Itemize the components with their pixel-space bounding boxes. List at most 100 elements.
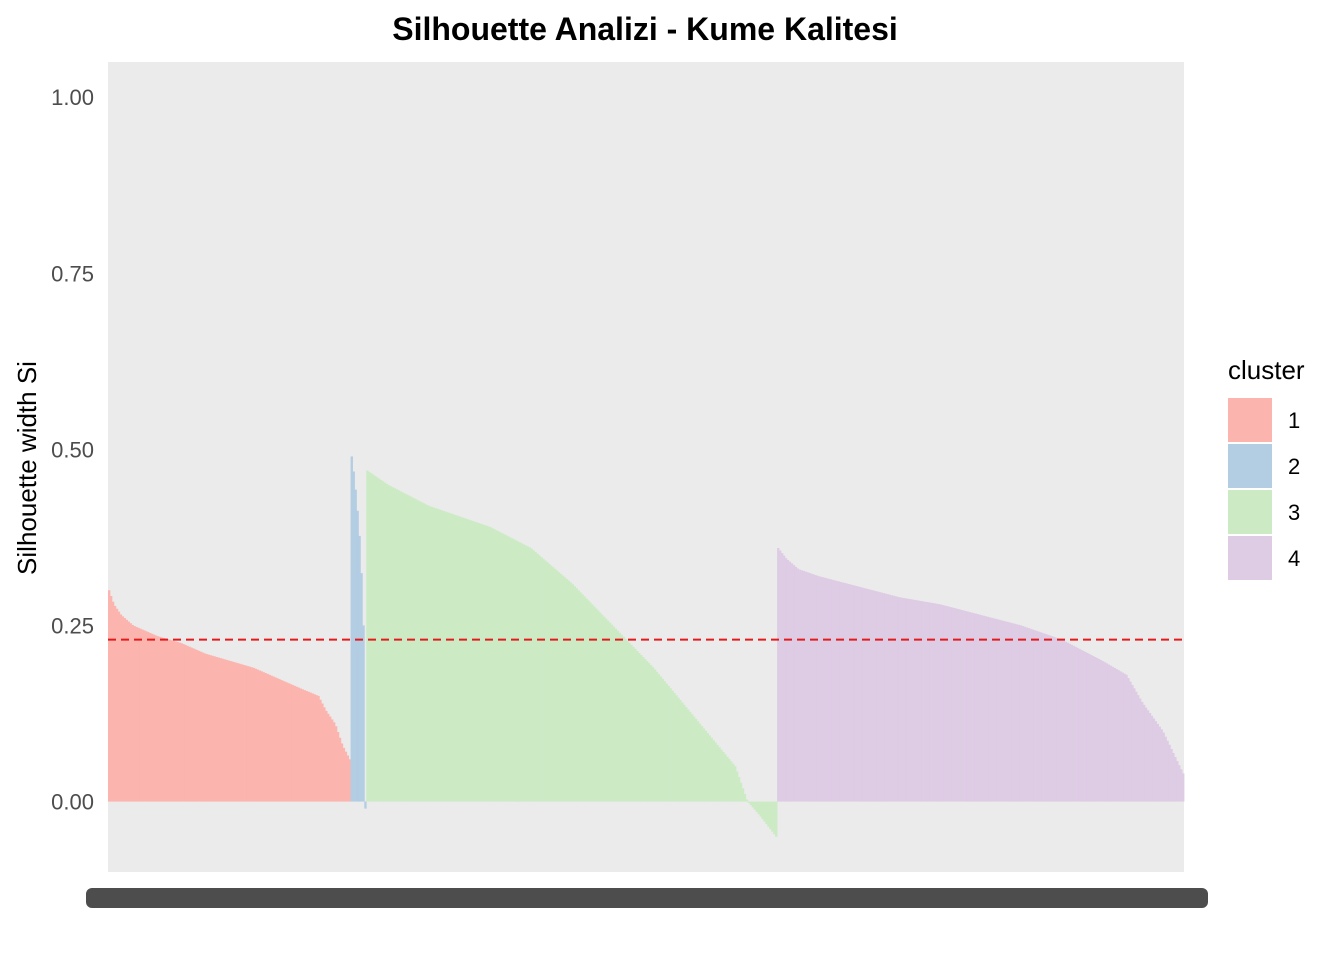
silhouette-bar-cluster-3 (536, 553, 539, 802)
silhouette-bar-cluster-4 (1047, 634, 1050, 802)
silhouette-bar-cluster-2 (364, 801, 367, 809)
silhouette-bar-cluster-1 (137, 627, 140, 802)
silhouette-bar-cluster-3 (741, 788, 745, 802)
silhouette-bar-cluster-1 (260, 671, 263, 802)
silhouette-bar-cluster-4 (1162, 732, 1165, 802)
silhouette-bar-cluster-3 (528, 547, 531, 802)
silhouette-bar-cluster-1 (233, 662, 236, 802)
silhouette-bar-cluster-4 (1023, 626, 1026, 802)
silhouette-bar-cluster-4 (1101, 661, 1105, 802)
silhouette-bar-cluster-1 (201, 652, 205, 802)
silhouette-bar-cluster-3 (702, 728, 706, 802)
silhouette-bar-cluster-4 (939, 604, 942, 802)
silhouette-bar-cluster-4 (863, 588, 866, 802)
silhouette-bar-cluster-1 (172, 640, 175, 802)
silhouette-bar-cluster-4 (888, 594, 891, 802)
silhouette-bar-cluster-4 (1127, 678, 1130, 802)
silhouette-bar-cluster-3 (714, 742, 717, 802)
silhouette-bar-cluster-4 (825, 578, 829, 802)
silhouette-bar-cluster-3 (450, 513, 453, 802)
silhouette-bar-cluster-4 (1168, 744, 1171, 802)
silhouette-bar-cluster-3 (743, 793, 747, 802)
silhouette-bar-cluster-4 (1150, 715, 1154, 802)
silhouette-bar-cluster-4 (1131, 684, 1134, 802)
silhouette-bar-cluster-4 (947, 606, 950, 802)
silhouette-bar-cluster-3 (673, 692, 676, 802)
silhouette-bar-cluster-3 (612, 626, 616, 802)
silhouette-bar-cluster-4 (851, 585, 854, 802)
silhouette-bar-cluster-3 (687, 709, 690, 802)
silhouette-bar-cluster-1 (139, 628, 142, 802)
silhouette-bar-cluster-3 (577, 590, 580, 802)
silhouette-bar-cluster-4 (790, 563, 794, 802)
silhouette-bar-cluster-3 (542, 558, 545, 802)
silhouette-bar-cluster-4 (1058, 638, 1062, 802)
silhouette-bar-cluster-3 (753, 801, 756, 810)
silhouette-bar-cluster-4 (998, 619, 1001, 802)
silhouette-bar-cluster-3 (710, 737, 713, 802)
silhouette-bar-cluster-4 (810, 573, 813, 802)
silhouette-bar-cluster-4 (780, 553, 784, 802)
silhouette-bar-cluster-1 (241, 664, 244, 802)
silhouette-bar-cluster-3 (642, 657, 645, 802)
silhouette-bar-cluster-1 (188, 646, 191, 802)
silhouette-bar-cluster-3 (444, 511, 447, 802)
silhouette-bar-cluster-3 (698, 723, 702, 802)
silhouette-bar-cluster-4 (1021, 626, 1024, 802)
silhouette-bar-cluster-3 (606, 620, 610, 802)
silhouette-bar-cluster-1 (313, 694, 316, 802)
silhouette-bar-cluster-1 (244, 665, 248, 802)
silhouette-bar-cluster-4 (1084, 651, 1087, 802)
silhouette-bar-cluster-2 (356, 510, 359, 802)
silhouette-bar-cluster-1 (113, 605, 117, 802)
silhouette-bar-cluster-3 (383, 482, 387, 802)
silhouette-bar-cluster-1 (153, 634, 156, 802)
silhouette-bar-cluster-3 (518, 542, 522, 802)
silhouette-bar-cluster-4 (1142, 704, 1146, 802)
silhouette-bar-cluster-3 (413, 498, 416, 802)
silhouette-bar-cluster-4 (1056, 638, 1060, 802)
silhouette-bar-cluster-4 (1015, 624, 1019, 802)
silhouette-bar-cluster-4 (955, 608, 958, 802)
silhouette-bar-cluster-4 (861, 587, 864, 802)
silhouette-bar-cluster-3 (640, 655, 643, 802)
silhouette-bar-cluster-3 (679, 700, 682, 802)
silhouette-bar-cluster-1 (252, 667, 256, 802)
silhouette-bar-cluster-1 (340, 743, 344, 802)
silhouette-bar-cluster-3 (538, 555, 541, 802)
silhouette-bar-cluster-4 (839, 581, 843, 802)
silhouette-bar-cluster-4 (1074, 646, 1077, 802)
silhouette-bar-cluster-3 (599, 612, 602, 802)
silhouette-bar-cluster-4 (1005, 621, 1009, 802)
silhouette-bar-cluster-1 (254, 668, 258, 802)
silhouette-bar-cluster-3 (557, 572, 561, 802)
silhouette-bar-cluster-4 (1062, 640, 1066, 802)
silhouette-bar-cluster-1 (209, 655, 213, 802)
silhouette-bar-cluster-3 (417, 500, 420, 802)
silhouette-bar-cluster-3 (422, 503, 426, 802)
silhouette-bar-cluster-4 (1174, 757, 1177, 802)
silhouette-bar-cluster-3 (618, 632, 621, 802)
silhouette-bar-cluster-4 (1066, 642, 1069, 802)
silhouette-bar-cluster-1 (190, 647, 193, 802)
silhouette-bar-cluster-1 (109, 595, 113, 802)
silhouette-bar-cluster-3 (432, 507, 436, 802)
silhouette-bar-cluster-3 (691, 714, 694, 802)
silhouette-bar-cluster-1 (329, 716, 332, 802)
silhouette-bar-cluster-4 (853, 585, 856, 802)
legend: cluster 1 2 3 4 (1228, 355, 1305, 580)
silhouette-bar-cluster-3 (473, 521, 477, 802)
silhouette-bar-cluster-3 (689, 711, 692, 802)
silhouette-bar-cluster-1 (151, 633, 154, 802)
silhouette-bar-cluster-4 (824, 577, 827, 802)
silhouette-bar-cluster-3 (573, 586, 576, 802)
silhouette-bar-cluster-1 (348, 759, 351, 802)
silhouette-bar-cluster-3 (559, 573, 563, 802)
silhouette-bar-cluster-3 (747, 801, 751, 803)
silhouette-bar-cluster-1 (217, 657, 220, 802)
silhouette-bar-cluster-4 (792, 565, 796, 802)
silhouette-bar-cluster-1 (135, 626, 138, 802)
silhouette-bar-cluster-4 (1133, 688, 1136, 802)
silhouette-bar-cluster-1 (262, 672, 265, 802)
silhouette-bar-cluster-1 (192, 648, 195, 802)
